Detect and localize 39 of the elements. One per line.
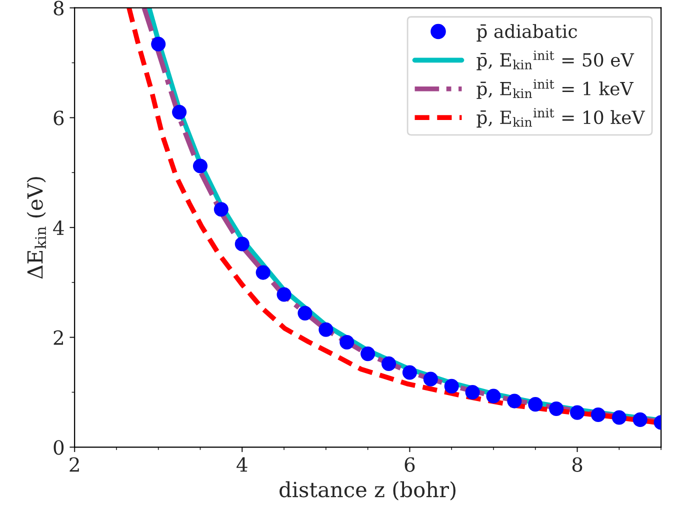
legend-label: p̄, E$_{kin}$$^{init}$ = 1 keV bbox=[476, 79, 634, 99]
y-axis-title: ΔE$_{kin}$ (eV) bbox=[26, 177, 46, 279]
point bbox=[632, 412, 648, 427]
point bbox=[172, 104, 187, 120]
point bbox=[340, 334, 354, 350]
point bbox=[465, 384, 480, 400]
y-tick-label: 2 bbox=[54, 330, 63, 345]
point bbox=[486, 388, 501, 404]
point bbox=[214, 202, 228, 217]
legend-label: p̄ adiabatic bbox=[476, 24, 577, 42]
y-tick-label: 0 bbox=[54, 440, 64, 455]
point bbox=[298, 306, 312, 320]
point bbox=[381, 356, 396, 371]
x-tick-label: 8 bbox=[572, 457, 582, 472]
y-tick-label: 8 bbox=[54, 0, 64, 16]
point bbox=[549, 401, 564, 416]
x-axis-title: distance z (bohr) bbox=[280, 481, 456, 500]
point bbox=[590, 407, 606, 422]
point bbox=[507, 394, 522, 408]
point bbox=[234, 236, 250, 252]
legend-label: p̄, E$_{kin}$$^{init}$ = 50 eV bbox=[476, 50, 634, 70]
y-tick-label: 6 bbox=[54, 110, 64, 126]
x-tick-label: 4 bbox=[236, 457, 248, 472]
point bbox=[276, 287, 292, 302]
x-tick-label: 2 bbox=[70, 457, 79, 472]
point bbox=[528, 397, 543, 412]
point bbox=[192, 158, 208, 174]
point bbox=[570, 405, 585, 420]
y-tick-label: 4 bbox=[53, 220, 64, 235]
point bbox=[402, 365, 417, 380]
point bbox=[444, 378, 459, 394]
point bbox=[360, 346, 376, 362]
point bbox=[423, 372, 438, 386]
point bbox=[318, 322, 334, 337]
x-tick-label: 6 bbox=[404, 457, 415, 472]
point bbox=[256, 265, 270, 280]
legend-label: p̄, E$_{kin}$$^{init}$ = 10 keV bbox=[476, 108, 646, 128]
point bbox=[151, 36, 166, 52]
point bbox=[612, 410, 626, 425]
